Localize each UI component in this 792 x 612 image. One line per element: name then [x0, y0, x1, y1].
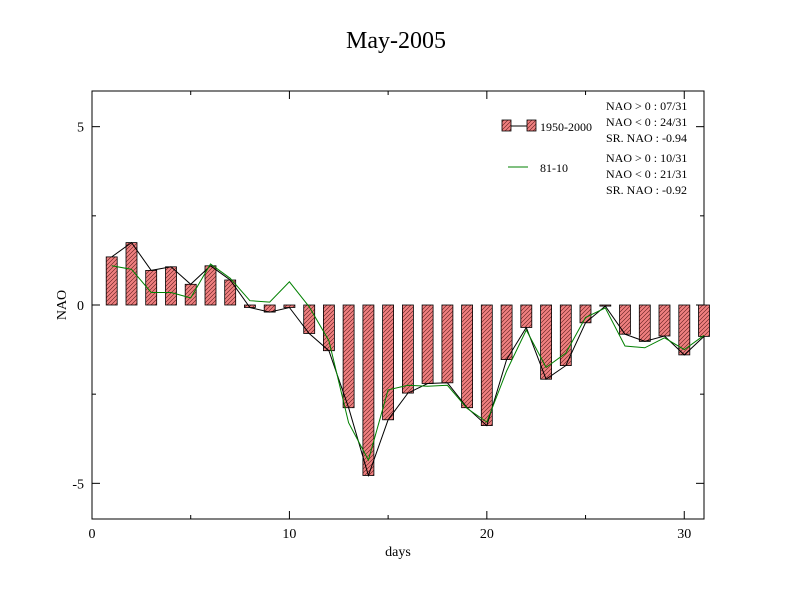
bar-day-4 [165, 266, 177, 306]
y-axis-label: NAO [55, 290, 70, 320]
bar-day-22 [520, 304, 533, 328]
bar-day-5 [184, 283, 197, 306]
y-tick-label: 5 [77, 121, 84, 136]
x-axis-label: days [385, 545, 411, 560]
legend-label-1950-2000: 1950-2000 [540, 120, 592, 134]
bar-day-20 [480, 304, 493, 426]
bar-day-14 [362, 304, 375, 476]
annotation-1950-2000: NAO < 0 : 24/31 [606, 115, 687, 129]
line-1950-2000 [111, 241, 705, 478]
bar-day-28 [638, 304, 651, 342]
x-tick-label: 10 [282, 527, 296, 542]
bar-day-21 [500, 304, 513, 360]
bar-day-17 [421, 304, 434, 384]
annotation-81-10: NAO < 0 : 21/31 [606, 167, 687, 181]
bar-day-18 [441, 304, 454, 384]
annotation-1950-2000: SR. NAO : -0.94 [606, 131, 687, 145]
annotation-81-10: NAO > 0 : 10/31 [606, 151, 687, 165]
line-81-10 [111, 263, 705, 462]
x-tick-label: 0 [89, 527, 96, 542]
bar-day-1 [105, 256, 118, 306]
legend: 1950-2000 81-10 [501, 119, 592, 175]
annotation-81-10: SR. NAO : -0.92 [606, 183, 687, 197]
bar-day-6 [204, 265, 217, 306]
y-tick-label: -5 [72, 477, 84, 492]
bar-day-12 [322, 304, 335, 352]
legend-bar-swatch-right [526, 119, 537, 132]
bar-day-31 [698, 304, 710, 337]
x-tick-label: 30 [677, 527, 691, 542]
legend-label-81-10: 81-10 [540, 161, 568, 175]
y-tick-label: 0 [77, 299, 84, 314]
annotations: NAO > 0 : 07/31 NAO < 0 : 24/31 SR. NAO : … [606, 99, 687, 197]
x-tick-label: 20 [480, 527, 494, 542]
bar-day-16 [401, 304, 414, 394]
bar-day-27 [619, 304, 631, 335]
bar-day-7 [224, 279, 237, 306]
legend-bar-swatch-left [501, 119, 512, 132]
chart-title: May-2005 [346, 28, 446, 54]
annotation-1950-2000: NAO > 0 : 07/31 [606, 99, 687, 113]
bar-day-29 [658, 304, 671, 337]
bar-day-13 [342, 304, 355, 409]
bar-day-19 [461, 304, 474, 409]
